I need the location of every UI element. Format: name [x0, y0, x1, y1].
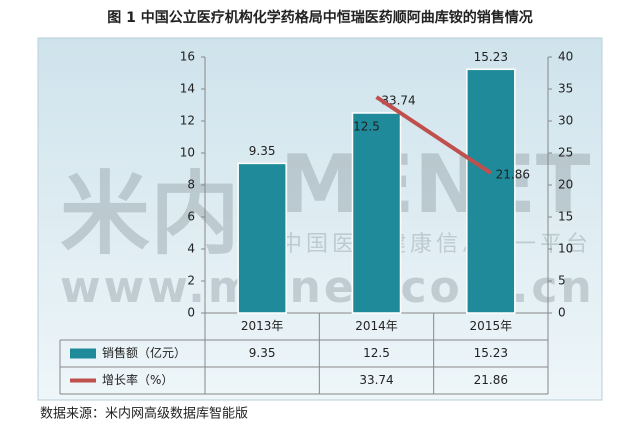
watermark: 米内 — [60, 162, 240, 267]
y2-tick-label: 0 — [558, 306, 566, 320]
bar — [237, 162, 287, 314]
y2-tick-label: 40 — [558, 50, 573, 64]
bar — [351, 112, 402, 314]
data-label: 9.35 — [249, 144, 276, 158]
y2-tick-label: 5 — [558, 274, 566, 288]
legend-label: 销售额（亿元） — [102, 345, 186, 360]
y2-tick-label: 10 — [558, 242, 573, 256]
table-cell: 9.35 — [249, 346, 276, 360]
x-tick-label: 2015年 — [470, 319, 513, 333]
y2-tick-label: 20 — [558, 178, 573, 192]
y2-tick-label: 35 — [558, 82, 573, 96]
y-tick-label: 10 — [180, 146, 195, 160]
watermark: MENET — [280, 138, 591, 231]
y-tick-label: 6 — [187, 210, 195, 224]
legend-key — [70, 348, 96, 359]
table-cell: 12.5 — [363, 346, 390, 360]
table-cell: 15.23 — [474, 346, 508, 360]
table-cell: 33.74 — [359, 373, 393, 387]
source-note: 数据来源：米内网高级数据库智能版 — [40, 406, 248, 422]
line — [375, 95, 492, 175]
table-cell: 21.86 — [474, 373, 508, 387]
y2-tick-label: 30 — [558, 114, 573, 128]
y-tick-label: 4 — [187, 242, 195, 256]
data-label: 12.5 — [353, 120, 380, 134]
y-tick-label: 16 — [180, 50, 195, 64]
watermark: 中国医药健康信息第一平台 — [280, 232, 592, 257]
data-label: 15.23 — [474, 50, 508, 64]
y-tick-label: 12 — [180, 114, 195, 128]
y-tick-label: 0 — [187, 306, 195, 320]
y2-tick-label: 25 — [558, 146, 573, 160]
y-tick-label: 8 — [187, 178, 195, 192]
data-label: 21.86 — [496, 168, 530, 182]
x-tick-label: 2013年 — [241, 319, 284, 333]
x-tick-label: 2014年 — [355, 319, 398, 333]
bar — [466, 68, 516, 314]
y2-tick-label: 15 — [558, 210, 573, 224]
chart-title: 图 1 中国公立医疗机构化学药格局中恒瑞医药顺阿曲库铵的销售情况 — [107, 9, 533, 26]
legend-label: 增长率（%） — [102, 372, 173, 387]
y-tick-label: 2 — [187, 274, 195, 288]
y-tick-label: 14 — [180, 82, 195, 96]
